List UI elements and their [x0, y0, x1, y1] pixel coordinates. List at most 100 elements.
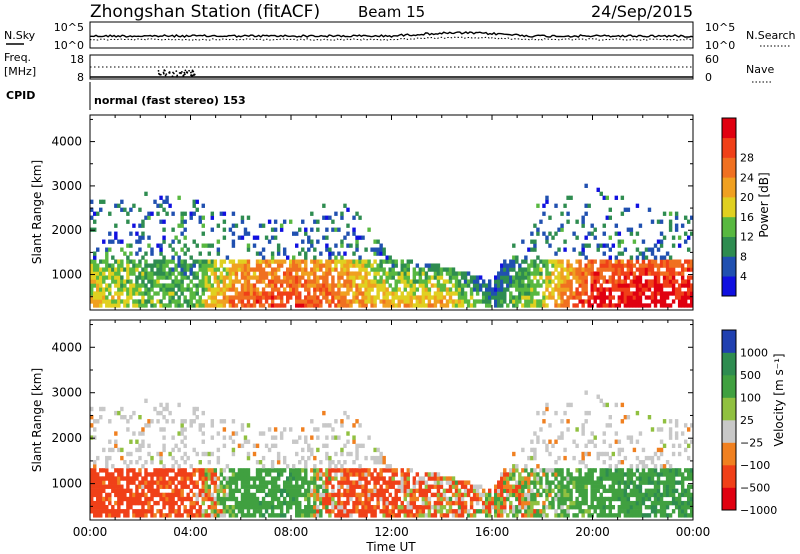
power-cell: [545, 259, 549, 264]
power-cell: [433, 271, 438, 276]
power-cell: [542, 259, 546, 264]
velocity-cell: [665, 492, 670, 498]
velocity-cell: [331, 509, 335, 514]
velocity-cell: [258, 513, 263, 518]
power-cell: [285, 275, 290, 280]
velocity-cell: [463, 492, 468, 498]
power-cell: [527, 279, 531, 284]
power-cell: [659, 287, 664, 292]
velocity-cell: [207, 492, 212, 498]
velocity-cell: [566, 509, 570, 514]
power-cell: [614, 279, 619, 284]
velocity-cell: [578, 480, 582, 485]
nave-tick-low: 0: [705, 71, 712, 84]
power-cell: [243, 275, 248, 280]
freq-dot: [184, 69, 187, 72]
velocity-cell: [298, 460, 302, 465]
velocity-cell: [617, 484, 622, 489]
velocity-cell: [225, 484, 230, 489]
velocity-cell: [325, 505, 329, 510]
velocity-cell: [96, 492, 100, 498]
velocity-cell: [126, 500, 130, 506]
velocity-cell: [644, 505, 649, 510]
power-cell: [686, 259, 691, 264]
power-cell: [316, 295, 320, 300]
power-cell: [394, 271, 398, 276]
power-cell: [310, 239, 314, 244]
power-cell: [270, 291, 275, 296]
power-cell: [159, 299, 163, 304]
power-cell: [288, 219, 293, 224]
velocity-cell: [349, 492, 353, 498]
power-cell: [325, 235, 329, 240]
velocity-cell: [108, 492, 112, 498]
velocity-cell: [608, 455, 612, 461]
velocity-cell: [536, 410, 540, 416]
power-cell: [252, 271, 257, 276]
power-cell: [581, 247, 585, 252]
power-cell: [548, 215, 552, 220]
velocity-cell: [656, 484, 661, 489]
power-cell: [388, 271, 392, 276]
velocity-cell: [270, 492, 275, 498]
velocity-cell: [638, 496, 643, 502]
power-cell: [147, 271, 151, 276]
power-cell: [665, 259, 670, 264]
power-cell: [629, 259, 634, 264]
power-cell: [497, 287, 501, 292]
velocity-cell: [135, 492, 139, 498]
power-cell: [611, 287, 616, 292]
velocity-cell: [403, 484, 407, 489]
power-cell: [343, 299, 347, 304]
velocity-cell: [527, 492, 531, 498]
velocity-cell: [322, 484, 326, 489]
velocity-cell: [171, 468, 175, 473]
power-cell: [457, 283, 462, 288]
power-cell: [524, 283, 528, 288]
velocity-cell: [105, 484, 109, 489]
velocity-cell: [150, 492, 154, 498]
velocity-cell: [370, 492, 374, 498]
power-cell: [355, 263, 359, 268]
power-cell: [316, 299, 320, 304]
power-cell: [373, 259, 377, 264]
velocity-cell: [409, 496, 414, 502]
power-cell: [313, 259, 317, 264]
power-cell: [400, 279, 404, 284]
velocity-cell: [629, 439, 634, 444]
power-cell: [620, 295, 625, 300]
power-cell: [144, 287, 148, 292]
velocity-cell: [593, 435, 597, 440]
power-cell: [412, 275, 417, 280]
power-cell: [617, 263, 622, 268]
velocity-cell: [316, 509, 320, 514]
power-cell: [319, 263, 323, 268]
power-cell: [135, 251, 139, 256]
power-cell: [159, 195, 163, 200]
velocity-cell: [105, 476, 109, 481]
power-cell: [542, 263, 546, 268]
power-cell: [93, 279, 97, 284]
power-cell: [240, 263, 245, 268]
velocity-cell: [231, 447, 236, 453]
velocity-cell: [575, 500, 579, 506]
velocity-cell: [605, 472, 609, 477]
power-cell: [382, 279, 386, 284]
power-cell: [539, 219, 543, 224]
power-cell: [575, 235, 579, 240]
velocity-colorbar-tick: −500: [740, 482, 770, 495]
power-cell: [129, 287, 133, 292]
velocity-cell: [261, 480, 266, 485]
power-cell: [650, 251, 655, 256]
power-cell: [385, 299, 389, 304]
velocity-cell: [506, 484, 510, 489]
power-cell: [252, 235, 257, 240]
velocity-cell: [650, 427, 655, 432]
power-cell: [581, 283, 585, 288]
power-cell: [279, 223, 284, 228]
power-cell: [608, 291, 612, 296]
power-cell: [436, 271, 441, 276]
velocity-cell: [509, 476, 513, 481]
power-cell: [686, 275, 691, 280]
